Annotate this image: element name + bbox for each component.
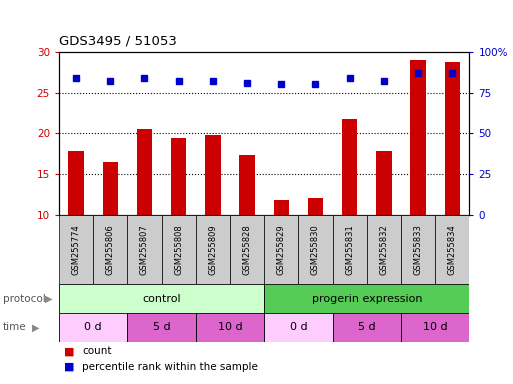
Bar: [205, 135, 221, 296]
Bar: [171, 137, 186, 296]
Bar: [59, 215, 93, 284]
Bar: [137, 129, 152, 296]
Bar: [410, 60, 426, 296]
Text: GSM255829: GSM255829: [277, 224, 286, 275]
Text: 10 d: 10 d: [423, 322, 447, 333]
Bar: [273, 200, 289, 296]
Bar: [230, 215, 264, 284]
Text: 5 d: 5 d: [153, 322, 170, 333]
Text: 0 d: 0 d: [289, 322, 307, 333]
Bar: [367, 215, 401, 284]
Bar: [93, 215, 127, 284]
Text: time: time: [3, 322, 26, 333]
Text: ▶: ▶: [32, 322, 40, 333]
Text: GSM255809: GSM255809: [208, 224, 218, 275]
Text: GSM255808: GSM255808: [174, 224, 183, 275]
Bar: [264, 215, 299, 284]
Bar: [332, 313, 401, 342]
Text: ■: ■: [64, 362, 74, 372]
Text: ▶: ▶: [45, 293, 53, 304]
Text: GDS3495 / 51053: GDS3495 / 51053: [59, 35, 177, 48]
Text: GSM255828: GSM255828: [243, 224, 251, 275]
Bar: [162, 215, 196, 284]
Bar: [59, 284, 264, 313]
Bar: [376, 151, 391, 296]
Bar: [299, 215, 332, 284]
Text: control: control: [142, 293, 181, 304]
Bar: [196, 313, 264, 342]
Text: 0 d: 0 d: [84, 322, 102, 333]
Bar: [332, 215, 367, 284]
Text: count: count: [82, 346, 112, 356]
Bar: [196, 215, 230, 284]
Bar: [308, 198, 323, 296]
Text: 5 d: 5 d: [358, 322, 376, 333]
Bar: [240, 155, 255, 296]
Bar: [103, 162, 118, 296]
Text: percentile rank within the sample: percentile rank within the sample: [82, 362, 258, 372]
Text: GSM255830: GSM255830: [311, 224, 320, 275]
Text: GSM255832: GSM255832: [380, 224, 388, 275]
Bar: [401, 215, 435, 284]
Text: 10 d: 10 d: [218, 322, 242, 333]
Text: protocol: protocol: [3, 293, 45, 304]
Bar: [435, 215, 469, 284]
Text: GSM255834: GSM255834: [448, 224, 457, 275]
Text: GSM255831: GSM255831: [345, 224, 354, 275]
Bar: [68, 151, 84, 296]
Bar: [127, 313, 196, 342]
Text: progerin expression: progerin expression: [311, 293, 422, 304]
Text: ■: ■: [64, 346, 74, 356]
Text: GSM255774: GSM255774: [72, 224, 81, 275]
Bar: [127, 215, 162, 284]
Bar: [264, 284, 469, 313]
Bar: [59, 313, 127, 342]
Bar: [401, 313, 469, 342]
Text: GSM255806: GSM255806: [106, 224, 115, 275]
Bar: [264, 313, 332, 342]
Text: GSM255807: GSM255807: [140, 224, 149, 275]
Bar: [342, 119, 358, 296]
Bar: [445, 62, 460, 296]
Text: GSM255833: GSM255833: [413, 224, 423, 275]
